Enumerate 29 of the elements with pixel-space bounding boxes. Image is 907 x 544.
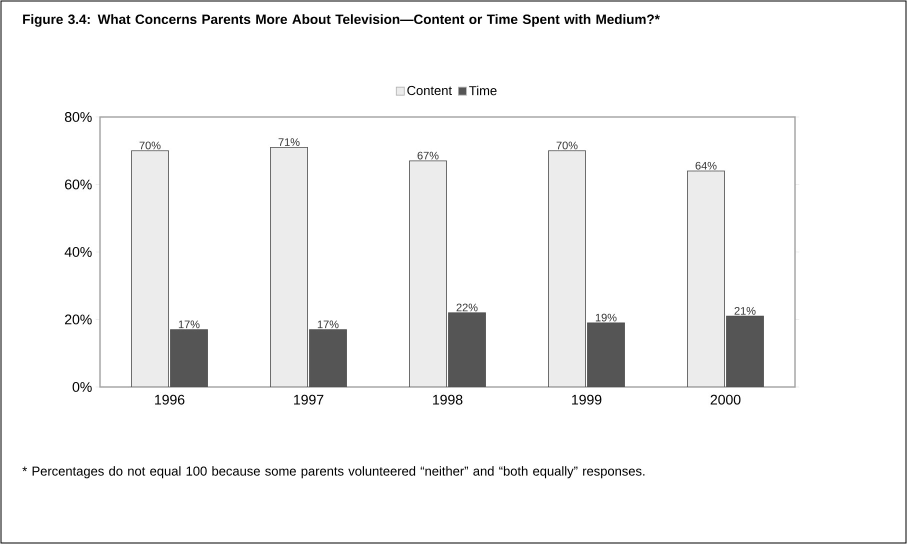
x-tick-label: 1999 <box>572 394 602 405</box>
x-tick-label: 2000 <box>710 394 740 405</box>
bar <box>548 150 586 387</box>
data-label: 70% <box>556 142 578 150</box>
y-tick-label: 20% <box>65 314 92 324</box>
data-label: 64% <box>696 162 717 170</box>
data-label: 22% <box>456 304 478 312</box>
data-label: 17% <box>178 320 200 328</box>
bar <box>131 150 169 387</box>
data-label: 67% <box>418 152 439 160</box>
data-label: 17% <box>318 320 339 328</box>
legend-label: Content <box>407 86 452 96</box>
data-label: 71% <box>278 138 300 146</box>
bar <box>270 146 308 387</box>
y-tick-label: 80% <box>64 112 92 122</box>
data-label: 70% <box>140 142 161 150</box>
x-tick-label: 1998 <box>433 394 462 405</box>
y-tick-label: 40% <box>64 247 92 257</box>
bar <box>687 170 725 387</box>
x-tick-label: 1996 <box>155 394 184 405</box>
y-tick-label: 0% <box>72 382 92 392</box>
data-label: 21% <box>734 307 756 315</box>
bar <box>409 160 447 387</box>
legend-label: Time <box>469 86 497 96</box>
y-tick-label: 60% <box>65 180 92 190</box>
x-tick-label: 1997 <box>294 394 324 405</box>
chart-title: Figure 3.4: What Concerns Parents More About Television—Content or Time Spent with Medium?* <box>23 14 660 27</box>
data-label: 19% <box>596 314 617 322</box>
text: * Percentages do not equal 100 because some parents volunteered “neither” and “both equally” responses. <box>22 466 644 478</box>
